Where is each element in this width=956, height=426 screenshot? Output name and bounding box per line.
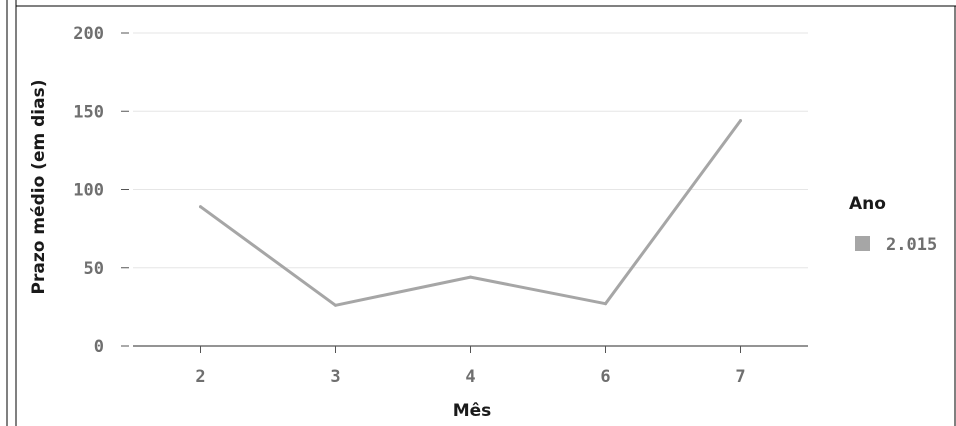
y-tick-label: 0 [94, 337, 104, 357]
data-point[interactable] [739, 119, 742, 123]
legend-title: Ano [849, 194, 886, 214]
y-tick-label: 100 [73, 181, 104, 201]
legend-label[interactable]: 2.015 [886, 235, 937, 255]
x-tick-label: 3 [330, 367, 340, 387]
plot-area: 0 50 100 150 200 2 3 4 6 7 [73, 24, 808, 387]
data-point[interactable] [604, 302, 607, 306]
y-tick-label: 200 [73, 24, 104, 44]
x-tick-label: 6 [600, 367, 610, 387]
x-tick-label: 2 [195, 367, 205, 387]
x-tick-label: 7 [735, 367, 745, 387]
x-tick-label: 4 [465, 367, 475, 387]
y-tick-label: 150 [73, 102, 104, 122]
legend: Ano 2.015 [849, 194, 937, 255]
data-point[interactable] [199, 205, 202, 209]
y-axis-title: Prazo médio (em dias) [29, 80, 49, 295]
y-tick-label: 50 [84, 259, 104, 279]
data-point[interactable] [334, 303, 337, 307]
legend-swatch[interactable] [855, 236, 870, 251]
data-point[interactable] [469, 275, 472, 279]
x-axis-title: Mês [453, 401, 492, 421]
